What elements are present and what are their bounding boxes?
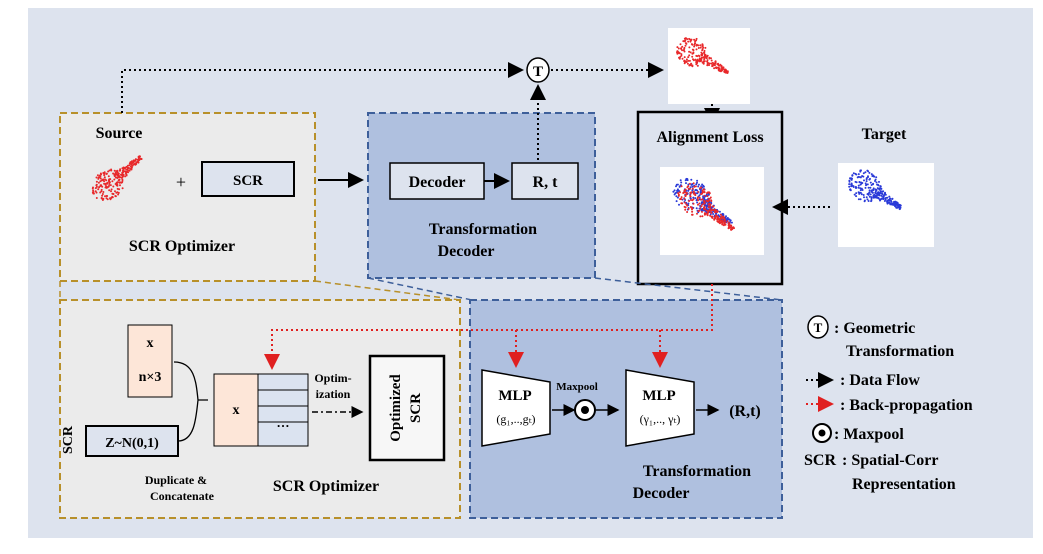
geometric-transform-icon xyxy=(526,57,550,83)
source-point-cloud xyxy=(91,155,143,201)
scr-box-label: SCR xyxy=(233,173,263,189)
maxpool-label: Maxpool xyxy=(556,381,598,393)
transformation-decoder-bottom-line1: Transformation xyxy=(643,463,751,480)
plus-sign: + xyxy=(176,172,186,192)
legend-t-symbol: T xyxy=(814,320,823,335)
output-rt-label: (R,t) xyxy=(729,403,761,420)
duplicate-label-line1: Duplicate & xyxy=(145,473,207,487)
optimization-label-line1: Optim- xyxy=(314,371,351,385)
scr-optimizer-label-bottom: SCR Optimizer xyxy=(273,478,379,495)
legend-scr-line2: Representation xyxy=(852,476,956,493)
duplicate-label-line2: Concatenate xyxy=(150,489,215,503)
zoom-connector-blue-left xyxy=(367,277,473,301)
stack-ellipsis: … xyxy=(277,415,290,430)
target-point-cloud xyxy=(848,169,902,211)
legend-data-flow: : Data Flow xyxy=(840,372,920,389)
legend-maxpool: : Maxpool xyxy=(834,426,904,443)
source-label: Source xyxy=(96,125,143,142)
concat-x-label: x xyxy=(233,403,240,418)
optimized-scr-box xyxy=(368,354,446,462)
optimized-scr-line2: SCR xyxy=(408,393,424,423)
legend-geometric-line2: Transformation xyxy=(846,343,954,360)
legend-geometric-line1: : Geometric xyxy=(834,320,915,337)
overlay-cloud-frame xyxy=(660,167,764,255)
mlp2-label: MLP xyxy=(642,388,675,404)
legend-scr-line1: : Spatial-Corr xyxy=(842,452,938,469)
scr-box xyxy=(201,161,295,197)
mlp-block-2 xyxy=(625,369,695,447)
overlay-point-cloud xyxy=(672,177,735,231)
legend: T : Geometric Transformation : Data Flow… xyxy=(804,315,973,493)
t-symbol: T xyxy=(533,64,543,80)
rt-label: R, t xyxy=(533,174,559,191)
concat-x-box xyxy=(213,373,259,447)
transformation-decoder-top-line2: Decoder xyxy=(438,243,495,260)
zoom-connector-blue-right xyxy=(594,277,783,301)
input-points-box xyxy=(127,324,173,398)
transformation-decoder-top-line1: Transformation xyxy=(429,221,537,238)
zoom-connector-gold xyxy=(314,280,461,301)
concatenate-brace xyxy=(173,361,208,442)
mlp2-sub: (γ₁,.., γₜ) xyxy=(640,412,681,426)
decoder-label: Decoder xyxy=(409,174,466,191)
scr-side-label: SCR xyxy=(61,425,76,454)
target-cloud-frame xyxy=(838,163,934,247)
mlp1-label: MLP xyxy=(498,388,531,404)
legend-scr-key: SCR xyxy=(804,452,836,469)
legend-t-icon xyxy=(807,315,829,339)
transformed-point-cloud xyxy=(676,37,729,74)
alignment-loss-label: Alignment Loss xyxy=(656,129,763,146)
scr-optimizer-label-top: SCR Optimizer xyxy=(129,238,235,255)
legend-back-prop: : Back-propagation xyxy=(840,397,973,414)
input-n3-label: n×3 xyxy=(139,370,162,385)
scr-feature-stack xyxy=(257,373,309,447)
back-prop-to-scr xyxy=(264,284,713,370)
rt-box xyxy=(511,162,579,200)
mlp-block-1 xyxy=(481,369,551,447)
input-x-label: x xyxy=(147,336,154,351)
optimization-label-line2: ization xyxy=(316,387,351,401)
mlp1-sub: (g₁,..,gₜ) xyxy=(496,412,535,426)
latent-z-label: Z~N(0,1) xyxy=(105,436,159,451)
transformation-decoder-bottom-line2: Decoder xyxy=(633,485,690,502)
optimized-scr-line1: Optimized xyxy=(388,374,404,442)
target-label: Target xyxy=(862,126,907,143)
